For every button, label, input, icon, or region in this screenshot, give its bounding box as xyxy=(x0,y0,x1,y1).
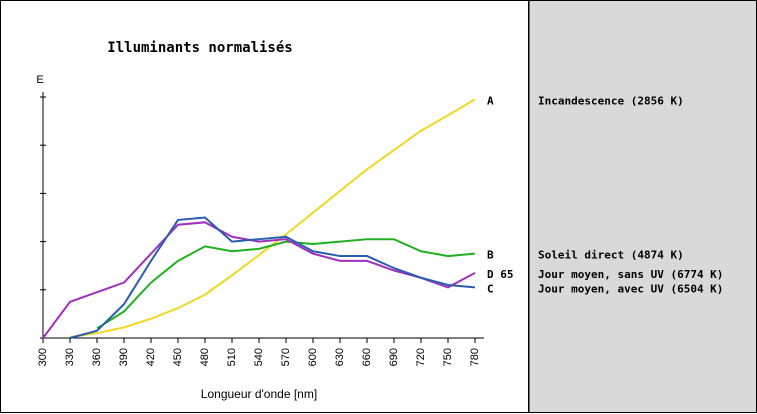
series-label: B xyxy=(487,249,494,262)
x-tick-label: 780 xyxy=(469,348,481,366)
x-tick-label: 570 xyxy=(280,348,292,366)
series-line xyxy=(69,216,476,339)
x-tick-label: 300 xyxy=(37,348,49,366)
series-description: Soleil direct (4874 K) xyxy=(538,249,684,262)
x-tick-label: 600 xyxy=(307,348,319,366)
series-line xyxy=(96,238,476,330)
x-tick-label: 360 xyxy=(91,348,103,366)
legend-panel xyxy=(528,0,757,413)
x-tick-label: 420 xyxy=(145,348,157,366)
series-description: Jour moyen, sans UV (6774 K) xyxy=(538,268,723,281)
plot-panel xyxy=(0,0,529,413)
x-tick-label: 750 xyxy=(442,348,454,366)
series-description: Jour moyen, avec UV (6504 K) xyxy=(538,282,723,295)
chart-title: Illuminants normalisés xyxy=(107,40,292,56)
x-tick-label: 510 xyxy=(226,348,238,366)
series-label: D 65 xyxy=(487,268,514,281)
series-label: C xyxy=(487,282,494,295)
x-tick-label: 630 xyxy=(334,348,346,366)
x-axis-label: Longueur d'onde [nm] xyxy=(201,387,317,401)
x-tick-label: 390 xyxy=(118,348,130,366)
x-tick-label: 540 xyxy=(253,348,265,366)
x-tick-label: 450 xyxy=(172,348,184,366)
series-line xyxy=(42,221,476,339)
x-tick-label: 480 xyxy=(199,348,211,366)
x-tick-label: 690 xyxy=(388,348,400,366)
series-label: A xyxy=(487,94,494,107)
x-tick-label: 660 xyxy=(361,348,373,366)
x-tick-label: 720 xyxy=(415,348,427,366)
x-tick-label: 330 xyxy=(64,348,76,366)
series-description: Incandescence (2856 K) xyxy=(538,94,684,107)
y-axis-label: E xyxy=(36,74,43,86)
